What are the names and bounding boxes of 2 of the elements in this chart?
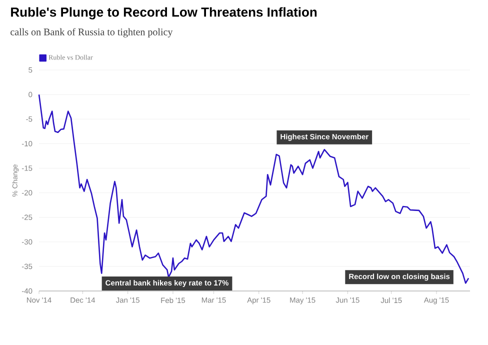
chart-title: Ruble's Plunge to Record Low Threatens Inflation [11, 7, 317, 20]
chart-subtitle: calls on Bank of Russia to tighten policy [10, 28, 173, 38]
